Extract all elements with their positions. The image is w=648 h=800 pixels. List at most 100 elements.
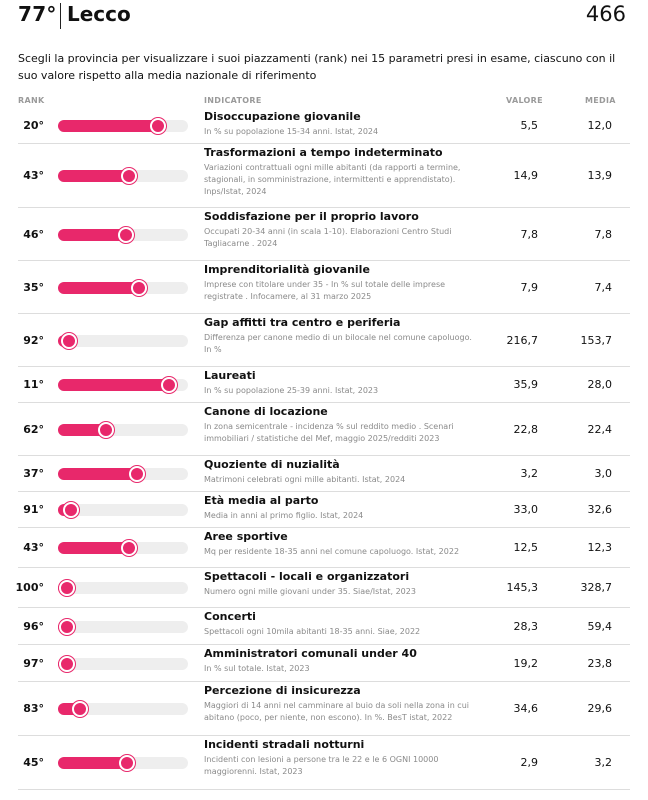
table-row[interactable]: 35° Imprenditorialità giovanile Imprese co… xyxy=(0,261,648,314)
rank-bar-fill xyxy=(58,120,165,132)
indicator-title: Concerti xyxy=(204,610,256,623)
row-rank: 11° xyxy=(23,378,44,391)
rank-marker xyxy=(119,755,135,771)
row-value: 7,8 xyxy=(520,228,539,241)
province-name: Lecco xyxy=(67,2,131,26)
rank-marker xyxy=(72,701,88,717)
indicator-title: Incidenti stradali notturni xyxy=(204,738,365,751)
indicator-title: Canone di locazione xyxy=(204,405,328,418)
overall-score: 466 xyxy=(585,2,626,26)
row-value: 33,0 xyxy=(513,503,539,516)
row-divider xyxy=(18,681,630,682)
row-divider xyxy=(18,366,630,367)
table-row[interactable]: 46° Soddisfazione per il proprio lavoro Oc… xyxy=(0,208,648,261)
rank-bar xyxy=(58,227,188,243)
row-value: 145,3 xyxy=(506,581,539,594)
rank-bar-fill xyxy=(58,170,136,182)
row-divider xyxy=(18,567,630,568)
column-header-indicator: INDICATORE xyxy=(204,96,262,105)
row-rank: 62° xyxy=(23,423,44,436)
row-average: 3,2 xyxy=(594,756,613,769)
rank-bar xyxy=(58,280,188,296)
table-row[interactable]: 100° Spettacoli - locali e organizzatori N… xyxy=(0,568,648,608)
indicator-title: Laureati xyxy=(204,369,256,382)
indicator-title: Gap affitti tra centro e periferia xyxy=(204,316,401,329)
intro-text: Scegli la provincia per visualizzare i s… xyxy=(18,52,616,82)
row-divider xyxy=(18,260,630,261)
indicator-description: Imprese con titolare under 35 - In % sul… xyxy=(204,280,446,301)
table-row[interactable]: 96° Concerti Spettacoli ogni 10mila abitan… xyxy=(0,608,648,645)
table-row[interactable]: 97° Amministratori comunali under 40 In % … xyxy=(0,645,648,682)
row-divider xyxy=(18,491,630,492)
table-row[interactable]: 43° Trasformazioni a tempo indeterminato V… xyxy=(0,144,648,208)
row-divider xyxy=(18,735,630,736)
row-value: 7,9 xyxy=(520,281,539,294)
row-average: 28,0 xyxy=(587,378,613,391)
rank-bar xyxy=(58,540,188,556)
indicator-cell: Canone di locazione In zona semicentrale … xyxy=(204,405,474,445)
rank-bar xyxy=(58,755,188,771)
indicator-description: In % su popolazione 25-39 anni. Istat, 2… xyxy=(204,386,379,395)
row-value: 3,2 xyxy=(520,467,539,480)
row-value: 19,2 xyxy=(513,657,539,670)
row-divider xyxy=(18,402,630,403)
table-row[interactable]: 11° Laureati In % su popolazione 25-39 ann… xyxy=(0,367,648,403)
rank-bar-fill xyxy=(58,282,146,294)
row-average: 3,0 xyxy=(594,467,613,480)
row-average: 29,6 xyxy=(587,702,613,715)
rank-marker xyxy=(63,502,79,518)
row-value: 14,9 xyxy=(513,169,539,182)
column-header-value: VALORE xyxy=(506,96,543,105)
rank-bar xyxy=(58,377,188,393)
indicator-cell: Trasformazioni a tempo indeterminato Vari… xyxy=(204,146,474,198)
row-divider xyxy=(18,313,630,314)
indicator-cell: Soddisfazione per il proprio lavoro Occup… xyxy=(204,210,474,250)
indicator-cell: Concerti Spettacoli ogni 10mila abitanti … xyxy=(204,610,474,638)
indicator-title: Aree sportive xyxy=(204,530,288,543)
table-row[interactable]: 62° Canone di locazione In zona semicentra… xyxy=(0,403,648,456)
table-row[interactable]: 45° Incidenti stradali notturni Incidenti … xyxy=(0,736,648,790)
row-rank: 92° xyxy=(23,334,44,347)
indicator-description: Spettacoli ogni 10mila abitanti 18-35 an… xyxy=(204,627,421,636)
row-divider xyxy=(18,143,630,144)
table-row[interactable]: 37° Quoziente di nuzialità Matrimoni celeb… xyxy=(0,456,648,492)
table-row[interactable]: 92° Gap affitti tra centro e periferia Dif… xyxy=(0,314,648,367)
indicator-description: Numero ogni mille giovani under 35. Siae… xyxy=(204,587,416,596)
row-rank: 35° xyxy=(23,281,44,294)
rank-marker xyxy=(61,333,77,349)
indicator-description: Mq per residente 18-35 anni nel comune c… xyxy=(204,547,460,556)
indicator-cell: Laureati In % su popolazione 25-39 anni. … xyxy=(204,369,474,397)
column-header-average: MEDIA xyxy=(585,96,616,105)
indicator-cell: Percezione di insicurezza Maggiori di 14 … xyxy=(204,684,474,724)
rank-bar xyxy=(58,168,188,184)
rank-marker xyxy=(121,540,137,556)
indicator-description: Matrimoni celebrati ogni mille abitanti.… xyxy=(204,475,406,484)
indicator-title: Imprenditorialità giovanile xyxy=(204,263,370,276)
rank-bar xyxy=(58,422,188,438)
indicator-cell: Spettacoli - locali e organizzatori Numer… xyxy=(204,570,474,598)
indicator-description: Maggiori di 14 anni nel camminare al bui… xyxy=(204,701,469,722)
row-rank: 43° xyxy=(23,169,44,182)
rank-marker xyxy=(98,422,114,438)
rank-bar xyxy=(58,701,188,717)
indicator-cell: Quoziente di nuzialità Matrimoni celebrat… xyxy=(204,458,474,486)
row-divider xyxy=(18,455,630,456)
row-average: 13,9 xyxy=(587,169,613,182)
table-row[interactable]: 91° Età media al parto Media in anni al pr… xyxy=(0,492,648,528)
table-row[interactable]: 83° Percezione di insicurezza Maggiori di … xyxy=(0,682,648,736)
row-divider xyxy=(18,207,630,208)
row-average: 7,4 xyxy=(594,281,613,294)
table-row[interactable]: 43° Aree sportive Mq per residente 18-35 a… xyxy=(0,528,648,568)
rank-bar-fill xyxy=(58,757,134,769)
row-value: 216,7 xyxy=(506,334,539,347)
rank-marker xyxy=(59,656,75,672)
rank-bar xyxy=(58,619,188,635)
row-value: 5,5 xyxy=(520,119,539,132)
indicator-cell: Gap affitti tra centro e periferia Differ… xyxy=(204,316,474,356)
indicator-cell: Imprenditorialità giovanile Imprese con t… xyxy=(204,263,474,303)
indicator-cell: Disoccupazione giovanile In % su popolazi… xyxy=(204,110,474,138)
row-average: 59,4 xyxy=(587,620,613,633)
rank-marker xyxy=(129,466,145,482)
table-row[interactable]: 20° Disoccupazione giovanile In % su popol… xyxy=(0,108,648,144)
rank-bar xyxy=(58,118,188,134)
